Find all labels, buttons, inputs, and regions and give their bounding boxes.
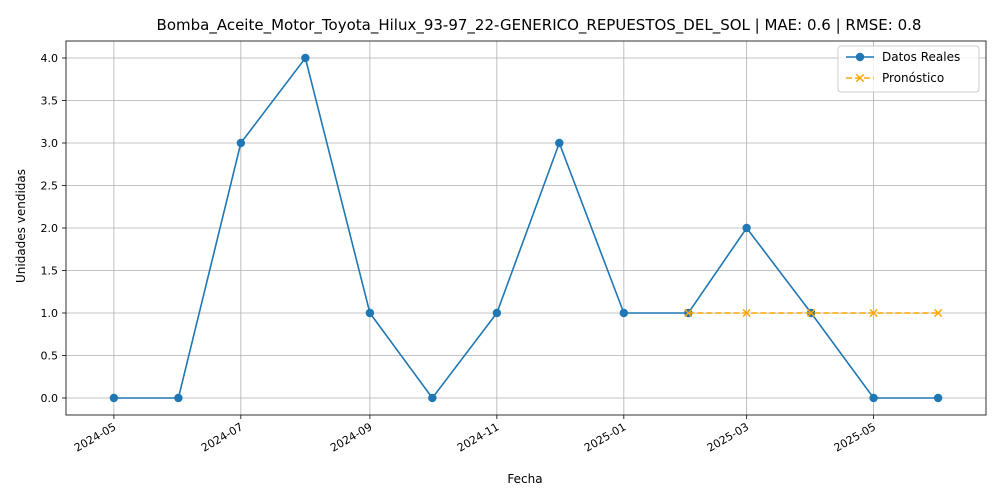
data-point	[933, 393, 943, 403]
y-tick-label: 3.5	[41, 95, 59, 108]
data-point	[109, 393, 119, 403]
x-tick-label: 2025-01	[582, 420, 628, 454]
legend: Datos Reales Pronóstico	[837, 45, 980, 93]
y-tick-label: 2.0	[41, 222, 59, 235]
data-point	[742, 308, 751, 318]
data-point	[174, 393, 183, 403]
data-point	[365, 308, 375, 318]
data-point	[742, 223, 751, 233]
legend-label: Pronóstico	[882, 71, 944, 85]
data-point	[428, 393, 437, 403]
y-tick-label: 0.5	[41, 350, 59, 363]
y-tick-label: 1.0	[41, 307, 59, 320]
y-tick-label: 4.0	[41, 52, 59, 65]
x-tick-label: 2024-11	[455, 420, 501, 454]
y-tick-label: 1.5	[41, 265, 59, 278]
data-point	[236, 138, 246, 148]
data-point	[807, 308, 816, 318]
y-tick-label: 2.5	[41, 180, 59, 193]
data-point	[869, 393, 878, 403]
x-tick-label: 2024-09	[328, 420, 374, 454]
data-point	[555, 138, 564, 148]
grid	[66, 41, 986, 415]
legend-label: Datos Reales	[882, 50, 960, 64]
series-line	[113, 56, 939, 400]
legend-marker	[855, 73, 865, 83]
data-point	[301, 53, 310, 63]
x-axis-label: Fecha	[507, 472, 542, 486]
chart-title: Bomba_Aceite_Motor_Toyota_Hilux_93-97_22…	[157, 16, 922, 35]
series-1	[109, 53, 943, 403]
legend-entry: Pronóstico	[846, 71, 944, 85]
data-point	[492, 308, 502, 318]
data-point	[684, 308, 693, 318]
data-point	[619, 308, 629, 318]
series-layer	[109, 53, 943, 403]
x-tick-label: 2024-07	[199, 420, 245, 454]
x-tick-label: 2025-05	[832, 420, 878, 454]
data-point	[933, 308, 943, 318]
legend-marker	[855, 52, 865, 62]
legend-entry: Datos Reales	[846, 50, 960, 64]
y-tick-label: 0.0	[41, 392, 59, 405]
series-2	[684, 308, 943, 318]
x-tick-label: 2024-05	[72, 420, 118, 454]
data-point	[869, 308, 878, 318]
y-tick-label: 3.0	[41, 137, 59, 150]
axes: 0.0 0.5 1.0 1.5 2.0 2.5 3.0 3.5 4.0 2024-05 2024-0…	[41, 52, 879, 455]
x-tick-label: 2025-03	[705, 420, 751, 454]
y-axis-label: Unidades vendidas	[14, 169, 28, 283]
